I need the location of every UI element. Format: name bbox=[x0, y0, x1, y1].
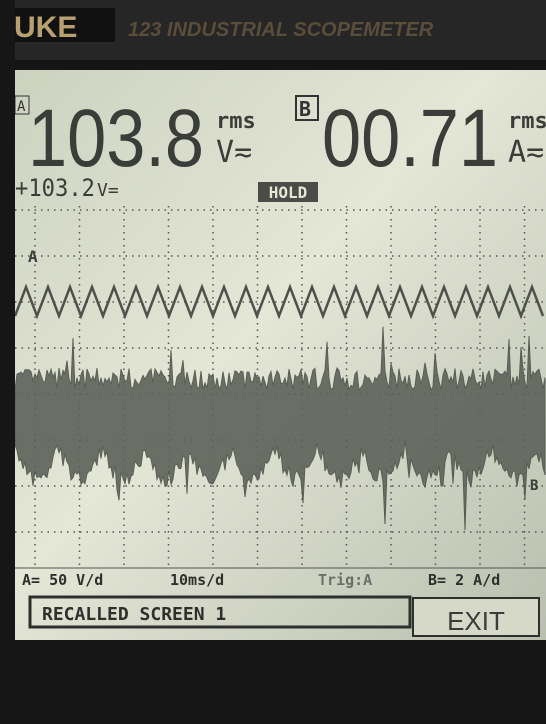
setting: 10ms/d bbox=[170, 571, 224, 589]
setting: A= 50 V/d bbox=[22, 571, 103, 589]
setting: Trig:A bbox=[318, 571, 372, 589]
channel-label: A bbox=[17, 99, 26, 115]
lower-bezel bbox=[0, 640, 546, 724]
lcd-screen bbox=[15, 70, 546, 640]
secondary-unit: V= bbox=[97, 180, 119, 201]
trace-a bbox=[13, 283, 545, 320]
reading-value: 00.71 bbox=[322, 93, 498, 184]
trace-label: A bbox=[28, 247, 38, 266]
setting: B= 2 A/d bbox=[428, 571, 500, 589]
brand: UKE bbox=[14, 11, 77, 44]
reading-unit: V≂ bbox=[216, 135, 252, 170]
hold-box bbox=[258, 182, 318, 202]
channel-label: B bbox=[299, 97, 311, 121]
reading-value: 103.8 bbox=[28, 93, 204, 184]
channel-badge bbox=[295, 95, 319, 121]
message-box bbox=[28, 595, 412, 629]
trace-label: B bbox=[530, 478, 538, 494]
exit-button[interactable] bbox=[412, 597, 540, 637]
reading-mode: rms bbox=[508, 109, 546, 134]
model: 123 INDUSTRIAL SCOPEMETER bbox=[128, 19, 434, 41]
reading-unit: A≂ bbox=[508, 135, 544, 170]
left-bezel bbox=[0, 0, 15, 724]
hold-status: HOLD bbox=[269, 183, 308, 202]
message: RECALLED SCREEN 1 bbox=[42, 604, 226, 625]
traces bbox=[13, 283, 546, 531]
secondary-value: +103.2 bbox=[15, 174, 95, 202]
trace-b bbox=[14, 326, 546, 531]
reading-mode: rms bbox=[216, 109, 256, 134]
brand-plate bbox=[15, 8, 115, 42]
exit-label[interactable]: EXIT bbox=[447, 606, 505, 636]
